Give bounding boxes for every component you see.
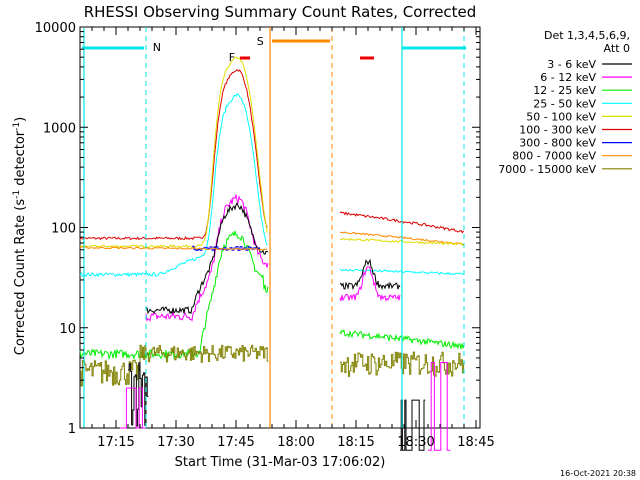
trace-100-300kev	[79, 68, 268, 241]
x-tick-label: 18:15	[337, 435, 374, 450]
legend-label: 6 - 12 keV	[540, 71, 596, 84]
trace-3-6kev-lowrise	[128, 362, 149, 427]
flag-n-label: N	[153, 41, 161, 54]
y-axis-label-main: Corrected Count Rate (s	[13, 199, 28, 356]
y-axis-label: Corrected Count Rate (s-1 detector-1)	[12, 117, 28, 355]
legend-header-line: Att 0	[604, 42, 630, 55]
legend-label: 3 - 6 keV	[547, 58, 596, 71]
trace-6-12kev	[145, 194, 269, 323]
x-tick-label: 18:45	[457, 435, 494, 450]
legend-label: 7000 - 15000 keV	[498, 163, 596, 176]
x-axis: 17:15 17:30 17:45 18:00 18:15 18:30 18:45	[79, 27, 495, 450]
trace-3-6kev-post-spikes	[400, 399, 426, 451]
trace-3-6kev-post	[339, 258, 401, 291]
x-tick-label: 17:45	[217, 435, 254, 450]
y-tick-label: 10000	[35, 21, 76, 36]
legend-header-line: Det 1,3,4,5,6,9,	[544, 29, 630, 42]
legend-label: 25 - 50 keV	[533, 97, 596, 110]
trace-6-12kev-post-spikes	[428, 362, 451, 451]
y-axis-label-end: )	[13, 117, 28, 122]
chart-title: RHESSI Observing Summary Count Rates, Co…	[84, 3, 477, 21]
y-tick-label: 100	[51, 222, 76, 237]
y-tick-label: 1000	[43, 121, 76, 136]
trace-3-6kev	[145, 201, 269, 315]
flag-f-label: F	[229, 51, 235, 64]
legend-label: 12 - 25 keV	[533, 84, 596, 97]
legend-label: 300 - 800 keV	[519, 137, 596, 150]
trace-6-12kev-spikes	[120, 387, 146, 429]
x-tick-label: 17:15	[97, 435, 134, 450]
legend-label: 100 - 300 keV	[519, 124, 596, 137]
y-tick-label: 1	[68, 422, 76, 437]
y-axis-label-mid: detector	[13, 130, 28, 190]
trace-7000-15000kev	[80, 344, 269, 387]
y-axis: 1 10 100 1000 10000	[35, 21, 480, 437]
timestamp: 16-Oct-2021 20:38	[560, 469, 636, 478]
x-tick-label: 18:30	[397, 435, 434, 450]
y-tick-label: 10	[59, 322, 76, 337]
y-axis-label-exp2: -1	[12, 122, 22, 131]
legend-label: 50 - 100 keV	[526, 110, 596, 123]
flag-s-label: S	[257, 35, 264, 48]
x-tick-label: 17:30	[157, 435, 194, 450]
x-tick-label: 18:00	[277, 435, 314, 450]
trace-800-7000kev	[79, 246, 268, 251]
trace-12-25kev	[79, 230, 269, 361]
trace-6-12kev-post	[339, 266, 401, 302]
legend-label: 800 - 7000 keV	[512, 150, 596, 163]
plot-body: N F S	[79, 27, 466, 451]
trace-25-50kev	[79, 93, 268, 278]
y-axis-label-exp1: -1	[12, 190, 22, 199]
trace-50-100kev	[79, 56, 268, 249]
x-axis-label: Start Time (31-Mar-03 17:06:02)	[175, 455, 386, 470]
